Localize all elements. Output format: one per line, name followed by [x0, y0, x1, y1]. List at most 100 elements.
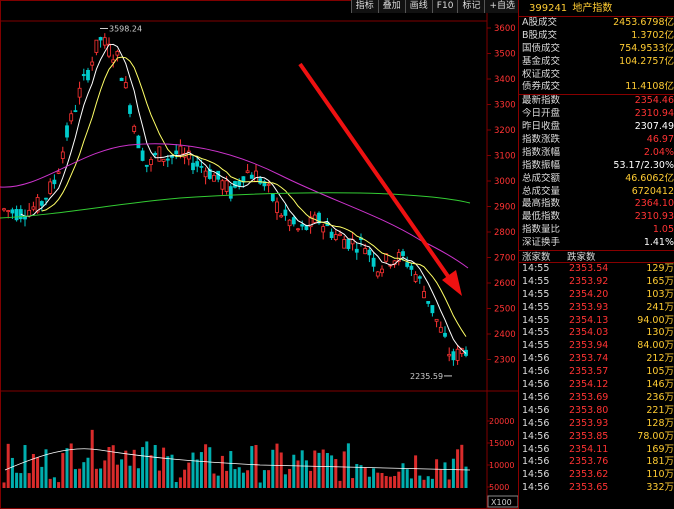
stat-value — [567, 69, 674, 82]
volume-bar — [166, 456, 170, 488]
low-price-label: 2235.59 — [410, 372, 443, 381]
stat-label: 总成交额 — [522, 172, 561, 184]
tick-row: 14:56 2353.57 105万 — [519, 366, 674, 379]
candle-body — [447, 353, 452, 357]
tick-time: 14:56 — [522, 391, 550, 403]
volume-bar — [31, 453, 35, 488]
volume-bar — [178, 477, 182, 488]
volume-bar — [48, 478, 52, 488]
tick-volume: 236万 — [646, 391, 674, 403]
volume-bar — [57, 482, 61, 488]
volume-bar — [183, 469, 187, 488]
candle-body — [434, 318, 439, 322]
volume-bar — [128, 465, 132, 488]
tick-time: 14:56 — [522, 404, 550, 416]
volume-bar — [52, 477, 56, 488]
toolbar-indicator-button[interactable]: 指标 — [350, 0, 379, 13]
stat-label: 基金成交 — [522, 55, 561, 67]
tick-time: 14:56 — [522, 417, 550, 429]
tick-price: 2354.03 — [569, 327, 609, 339]
volume-bar — [40, 466, 44, 488]
candle-body — [23, 216, 27, 220]
tick-row: 14:55 2353.92 165万 — [519, 276, 674, 289]
volume-bar — [292, 454, 296, 488]
candle-body — [266, 183, 271, 186]
tick-price: 2353.92 — [569, 275, 609, 287]
candle-body — [44, 197, 48, 200]
kline-chart[interactable]: 3600 3500 3400 3300 3200 3100 3000 2900 2800 2700… — [0, 0, 520, 509]
stat-value: 6720412 — [631, 185, 674, 197]
volume-bar — [426, 476, 430, 488]
tick-row: 14:56 2354.12 146万 — [519, 379, 674, 392]
stat-row: 指数涨幅 2.04% — [519, 147, 674, 160]
volume-bar — [279, 452, 283, 488]
stat-value: 1.41% — [643, 237, 674, 249]
tick-volume: 103万 — [646, 288, 674, 300]
candle-body — [275, 201, 279, 213]
volume-bar — [233, 469, 237, 488]
volume-bar — [439, 469, 443, 488]
tick-price: 2353.54 — [569, 263, 609, 275]
volume-bar — [15, 472, 19, 488]
volume-bar — [111, 445, 115, 488]
stat-label: 指数涨幅 — [522, 146, 561, 158]
volume-bar — [90, 429, 94, 488]
ma30-line — [0, 143, 469, 269]
volume-bar — [367, 476, 371, 488]
tick-row: 14:55 2354.20 103万 — [519, 289, 674, 302]
tick-time: 14:55 — [522, 263, 550, 275]
tick-row: 14:56 2353.65 332万 — [519, 482, 674, 495]
stat-label: B股成交 — [522, 29, 558, 41]
toolbar-overlay-button[interactable]: 叠加 — [377, 0, 406, 13]
volume-bar — [321, 449, 325, 488]
toolbar-add-watchlist-button[interactable]: +自选 — [484, 0, 520, 13]
tick-time: 14:56 — [522, 482, 550, 494]
volume-bar — [212, 473, 216, 488]
candle-body — [161, 158, 166, 162]
index-stats-list: 最新指数 2354.46 今日开盘 2310.94 昨日收盘 2307.49 指数涨跌 46.… — [519, 95, 674, 250]
stat-label: 今日开盘 — [522, 108, 561, 120]
candle-body — [98, 37, 103, 41]
index-title: 399241 地产指数 — [519, 0, 674, 17]
candle-body — [165, 158, 170, 161]
price-tick-label: 3200 — [494, 126, 516, 136]
tick-volume: 110万 — [646, 469, 674, 481]
toolbar-draw-button[interactable]: 画线 — [404, 0, 433, 13]
volume-bar — [451, 458, 455, 488]
candle-body — [384, 253, 389, 262]
ma5-line — [20, 43, 467, 354]
candle-body — [144, 164, 149, 167]
candle-body — [438, 326, 443, 333]
toolbar-mark-button[interactable]: 标记 — [457, 0, 486, 13]
candle-body — [300, 224, 305, 227]
volume-bar — [275, 443, 279, 488]
stat-row: 最新指数 2354.46 — [519, 95, 674, 108]
tick-list[interactable]: 14:55 2353.54 129万 14:55 2353.92 165万 14:55 235… — [519, 263, 674, 495]
volume-bar — [443, 462, 447, 488]
candle-body — [81, 74, 86, 77]
tick-price: 2353.93 — [569, 301, 609, 313]
volume-bar — [393, 475, 397, 488]
toolbar-f10-button[interactable]: F10 — [431, 0, 459, 13]
volume-bar — [174, 482, 178, 488]
candle-body — [417, 276, 422, 279]
candle-body — [48, 181, 53, 194]
stat-row: 指数量比 1.05 — [519, 224, 674, 237]
volume-bar — [250, 446, 254, 488]
volume-bar — [19, 473, 23, 488]
stat-row: 债券成交 11.4108亿 — [519, 81, 674, 94]
index-code: 399241 — [529, 3, 568, 14]
candle-body — [396, 252, 401, 262]
high-price-label: 3598.24 — [109, 25, 142, 34]
volume-bar — [44, 449, 48, 488]
volume-bar — [204, 444, 208, 488]
chart-toolbar: 指标 叠加 画线 F10 标记 +自选 — [350, 0, 520, 13]
price-tick-label: 3300 — [494, 101, 516, 111]
volume-bar — [6, 443, 10, 488]
tick-row: 14:56 2353.76 181万 — [519, 456, 674, 469]
stat-row: 权证成交 — [519, 69, 674, 82]
price-tick-label: 3000 — [494, 177, 516, 187]
volume-bar — [153, 445, 157, 488]
volume-bar — [132, 449, 136, 488]
stat-label: 最新指数 — [522, 95, 561, 107]
